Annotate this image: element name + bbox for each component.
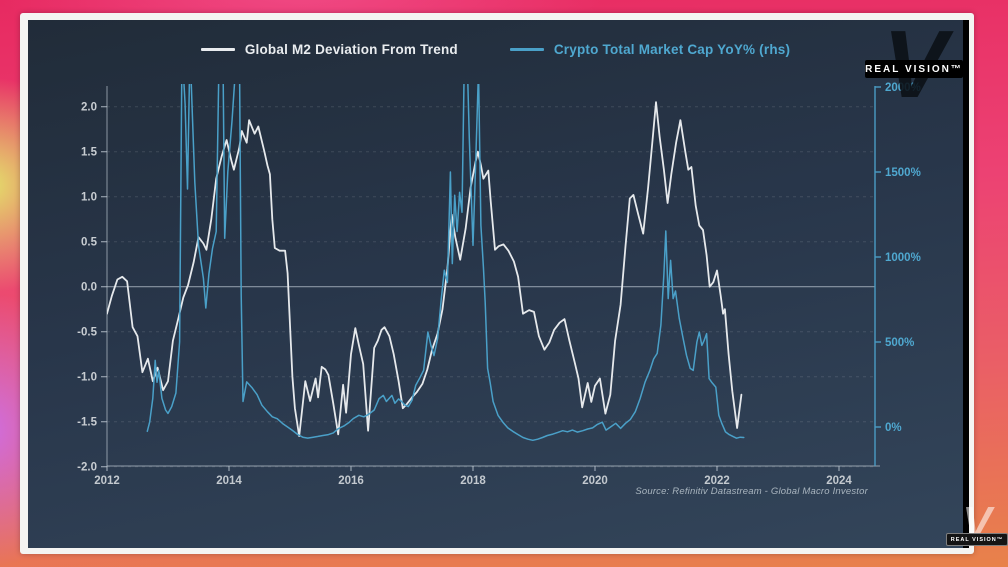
left-axis-tick-label: 0.5: [81, 237, 98, 249]
real-vision-wordmark: REAL VISION™: [865, 60, 963, 78]
m2-deviation-line: [107, 101, 743, 438]
left-axis-tick-label: 1.5: [81, 147, 98, 159]
legend-swatch-crypto: [509, 48, 544, 51]
left-axis-tick-label: 1.0: [81, 192, 97, 204]
legend-label-crypto: Crypto Total Market Cap YoY% (rhs): [553, 42, 791, 57]
right-axis-tick-label: 0%: [885, 422, 902, 434]
real-vision-watermark: V REAL VISION™: [946, 499, 1008, 551]
right-axis-tick-label: 2000%: [885, 82, 921, 94]
chart-panel: Global M2 Deviation From Trend Crypto To…: [20, 13, 974, 554]
left-axis-tick-label: 0.0: [81, 282, 97, 294]
x-axis-tick-label: 2020: [582, 475, 608, 487]
crypto-marketcap-line: [146, 84, 745, 442]
chart-content: Global M2 Deviation From Trend Crypto To…: [28, 20, 969, 548]
x-axis-tick-label: 2024: [826, 475, 852, 487]
left-axis-tick-label: -1.0: [77, 372, 97, 384]
right-axis-tick-label: 1500%: [885, 167, 921, 179]
left-axis-tick-label: 2.0: [81, 102, 97, 114]
legend-item-m2: Global M2 Deviation From Trend: [200, 42, 458, 57]
legend-item-crypto: Crypto Total Market Cap YoY% (rhs): [509, 42, 791, 57]
real-vision-wordmark: REAL VISION™: [946, 533, 1008, 546]
right-axis-tick-label: 500%: [885, 337, 914, 349]
left-axis-tick-label: -1.5: [77, 417, 97, 429]
x-axis-tick-label: 2018: [460, 475, 486, 487]
chart-legend: Global M2 Deviation From Trend Crypto To…: [28, 42, 963, 57]
x-axis-tick-label: 2012: [94, 475, 120, 487]
source-attribution: Source: Refinitiv Datastream - Global Ma…: [635, 486, 868, 497]
x-axis-tick-label: 2022: [704, 475, 730, 487]
right-axis-tick-label: 1000%: [885, 252, 921, 264]
left-axis-tick-label: -0.5: [77, 327, 97, 339]
real-vision-logo: V REAL VISION™: [864, 20, 963, 126]
legend-label-m2: Global M2 Deviation From Trend: [244, 42, 458, 57]
x-axis-tick-label: 2016: [338, 475, 364, 487]
left-axis-tick-label: -2.0: [77, 462, 97, 474]
x-axis-tick-label: 2014: [216, 475, 242, 487]
legend-swatch-m2: [200, 48, 235, 51]
